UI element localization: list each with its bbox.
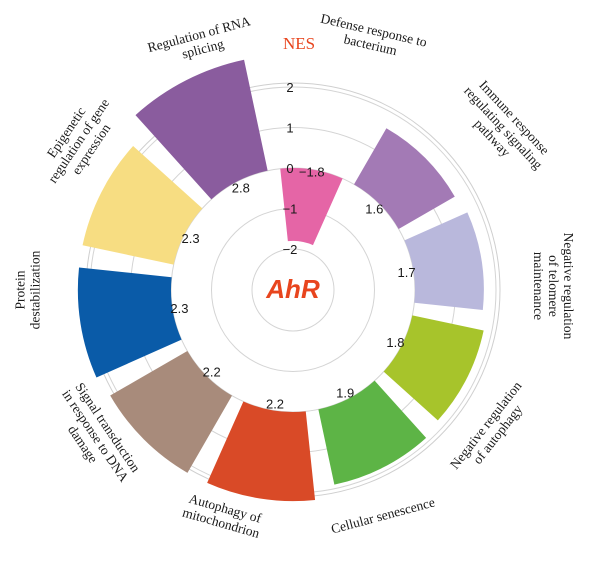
category-label: Defense response tobacterium	[316, 11, 429, 65]
tick-label: 1	[286, 121, 293, 136]
bar	[82, 146, 203, 265]
bar	[318, 380, 427, 485]
category-label: Negative regulationof autophagy	[447, 378, 537, 481]
bar	[110, 351, 232, 473]
bar	[207, 401, 316, 502]
category-label: Autophagy ofmitochondrion	[181, 490, 266, 541]
value-label: 1.9	[336, 385, 354, 400]
bar	[354, 128, 455, 229]
center-label: AhR	[265, 274, 320, 304]
bar	[77, 267, 182, 378]
bar	[404, 212, 484, 310]
value-label: 2.2	[266, 397, 284, 412]
tick-label-layer: 2 1 0 −1 −2	[283, 80, 298, 257]
category-label: Proteindestabilization	[13, 250, 43, 329]
category-label: Immune responseregulating signalingpathw…	[450, 73, 556, 183]
value-label: 2.3	[170, 301, 188, 316]
value-label: 1.8	[386, 335, 404, 350]
axis-title: NES	[283, 34, 315, 53]
value-label: 2.8	[232, 181, 250, 196]
bar	[383, 315, 484, 421]
value-label: 1.7	[398, 265, 416, 280]
tick-label: −2	[283, 242, 298, 257]
category-label: Negative regulationof telomeremaintenanc…	[531, 233, 576, 340]
bar	[280, 168, 343, 246]
bar-layer	[77, 59, 484, 502]
tick-label: 2	[286, 80, 293, 95]
category-label: Cellular senescence	[329, 494, 436, 536]
value-label: 1.6	[365, 202, 383, 217]
tick-label: 0	[286, 161, 293, 176]
value-label: 2.3	[181, 231, 199, 246]
bar	[135, 59, 268, 200]
value-label-layer: −1.8 1.6 1.7 1.8 1.9 2.2 2.2 2.3 2.3 2.8	[170, 164, 415, 411]
value-label: 2.2	[203, 364, 221, 379]
value-label: −1.8	[299, 164, 325, 179]
tick-label: −1	[283, 202, 298, 217]
grid-circle	[251, 248, 335, 332]
